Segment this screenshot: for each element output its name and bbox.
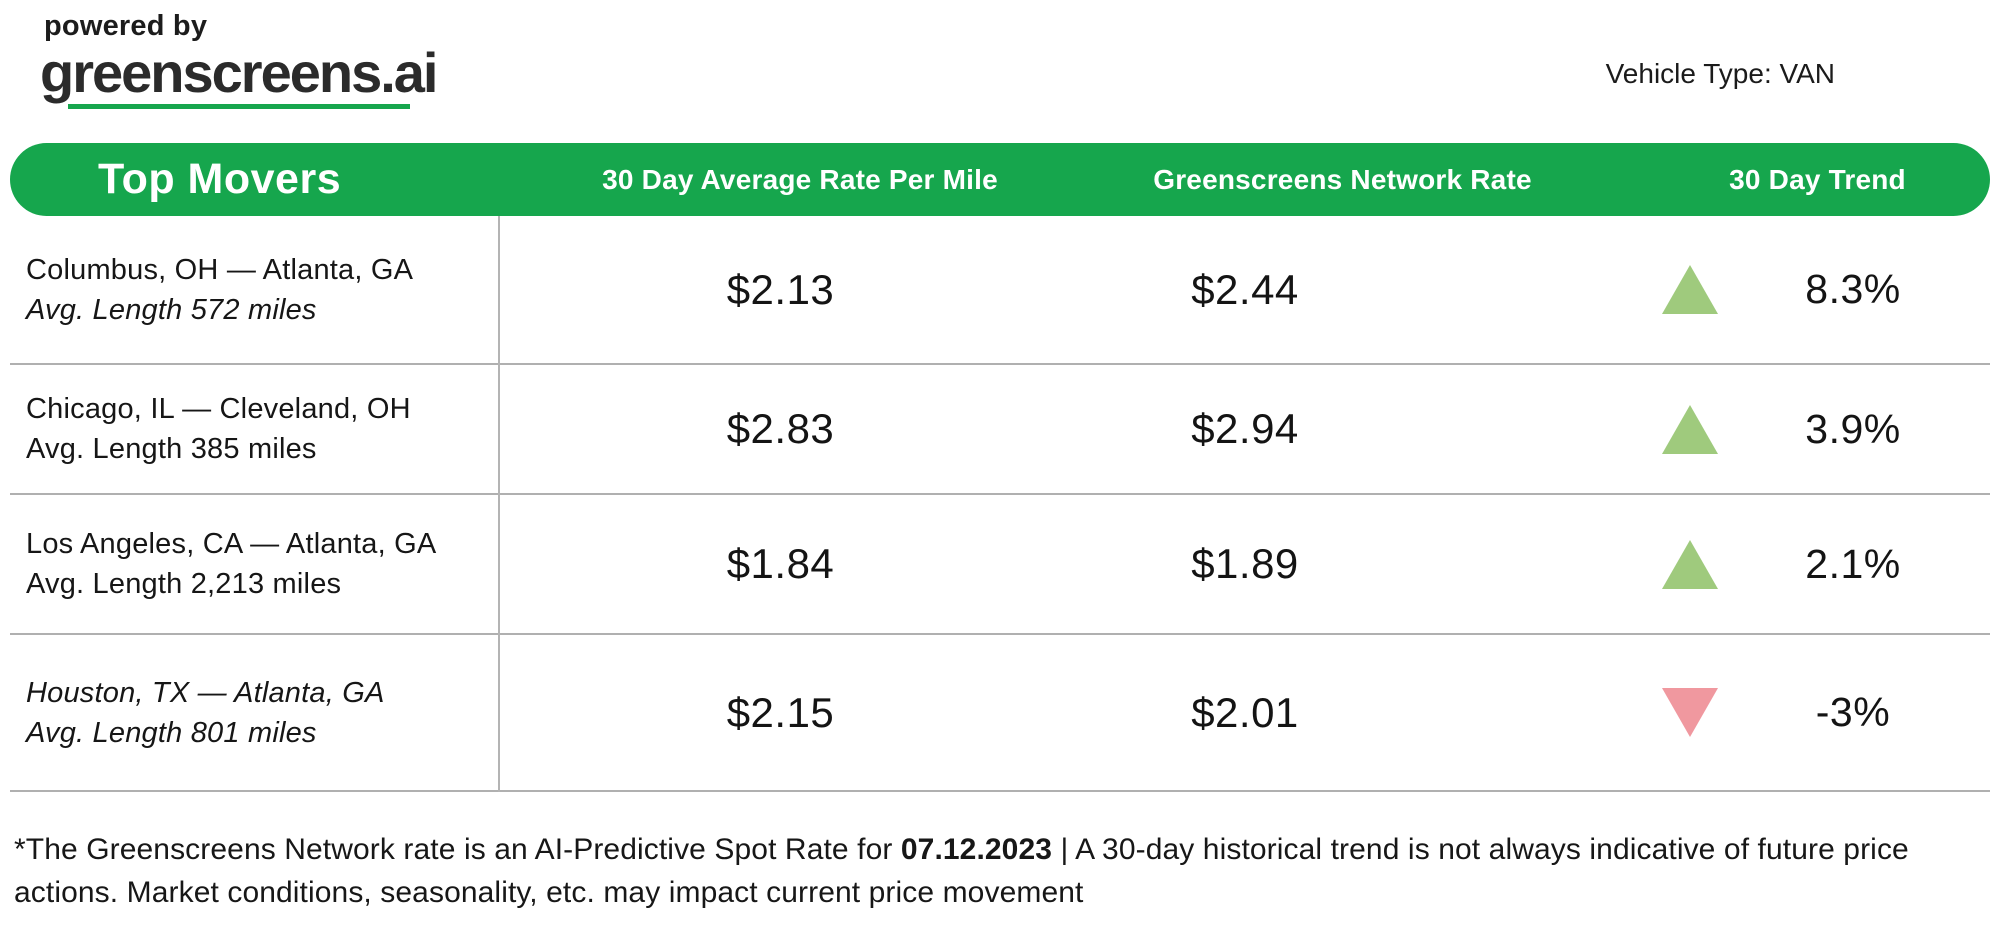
trend-percent: 3.9% [1805,405,1901,452]
rates-table: Columbus, OH — Atlanta, GA Avg. Length 5… [10,216,1990,792]
avg-rate-value: $2.15 [726,688,835,736]
table-title: Top Movers [98,155,342,203]
lane-cell: Chicago, IL — Cleveland, OH Avg. Length … [10,365,498,493]
table-row: Los Angeles, CA — Atlanta, GA Avg. Lengt… [10,495,1990,635]
report-header: powered by greenscreens.ai Vehicle Type:… [0,0,2000,143]
trend-cell: 2.1% [1427,495,1990,633]
table-row: Columbus, OH — Atlanta, GA Avg. Length 5… [10,216,1990,365]
column-header-avg-rate: 30 Day Average Rate Per Mile [602,163,998,195]
footnote-date: 07.12.2023 [900,833,1053,866]
network-rate-value: $2.01 [1191,688,1299,736]
trend-up-icon [1662,404,1718,454]
greenscreens-logo: powered by greenscreens.ai [40,10,438,109]
lane-cell: Houston, TX — Atlanta, GA Avg. Length 80… [10,635,498,790]
lane-cell: Columbus, OH — Atlanta, GA Avg. Length 5… [10,216,498,363]
column-header-trend: 30 Day Trend [1729,163,1906,195]
lane-avg-length: Avg. Length 572 miles [26,293,317,326]
trend-up-icon [1662,539,1718,589]
lane-name: Chicago, IL — Cleveland, OH [26,393,411,425]
table-header-bar: Top Movers 30 Day Average Rate Per Mile … [10,143,1990,216]
network-rate-value: $1.89 [1191,540,1299,587]
vehicle-type-label: Vehicle Type: VAN [1605,58,1835,89]
trend-up-icon [1662,265,1718,314]
powered-by-text: powered by [44,10,208,42]
brand-wordmark: greenscreens.ai [40,41,438,104]
logo-underline [68,104,410,109]
avg-rate-value: $2.13 [726,265,835,313]
network-rate-value: $2.44 [1191,265,1299,313]
footnote-text-start: *The Greenscreens Network rate is an AI-… [14,833,901,866]
avg-rate-value: $1.84 [726,540,835,587]
lane-avg-length: Avg. Length 2,213 miles [26,568,342,600]
lane-name: Los Angeles, CA — Atlanta, GA [26,528,437,560]
lane-cell: Los Angeles, CA — Atlanta, GA Avg. Lengt… [10,495,498,633]
lane-avg-length: Avg. Length 385 miles [26,433,317,465]
lane-avg-length: Avg. Length 801 miles [26,716,317,749]
trend-cell: 8.3% [1427,216,1990,363]
column-header-network-rate: Greenscreens Network Rate [1153,163,1532,195]
trend-percent: 2.1% [1805,540,1901,587]
footnote-text-end: | A 30-day historical trend is not alway… [14,833,1909,909]
table-row: Houston, TX — Atlanta, GA Avg. Length 80… [10,635,1990,792]
avg-rate-value: $2.83 [726,405,835,452]
footnote: *The Greenscreens Network rate is an AI-… [14,828,1924,914]
trend-down-icon [1662,688,1718,737]
lane-name: Columbus, OH — Atlanta, GA [26,253,414,286]
table-row: Chicago, IL — Cleveland, OH Avg. Length … [10,365,1990,495]
trend-percent: -3% [1815,689,1891,735]
trend-cell: -3% [1427,635,1990,790]
lane-name: Houston, TX — Atlanta, GA [26,676,385,709]
trend-percent: 8.3% [1805,266,1901,312]
network-rate-value: $2.94 [1191,405,1299,452]
column-divider [498,216,500,792]
trend-cell: 3.9% [1427,365,1990,493]
